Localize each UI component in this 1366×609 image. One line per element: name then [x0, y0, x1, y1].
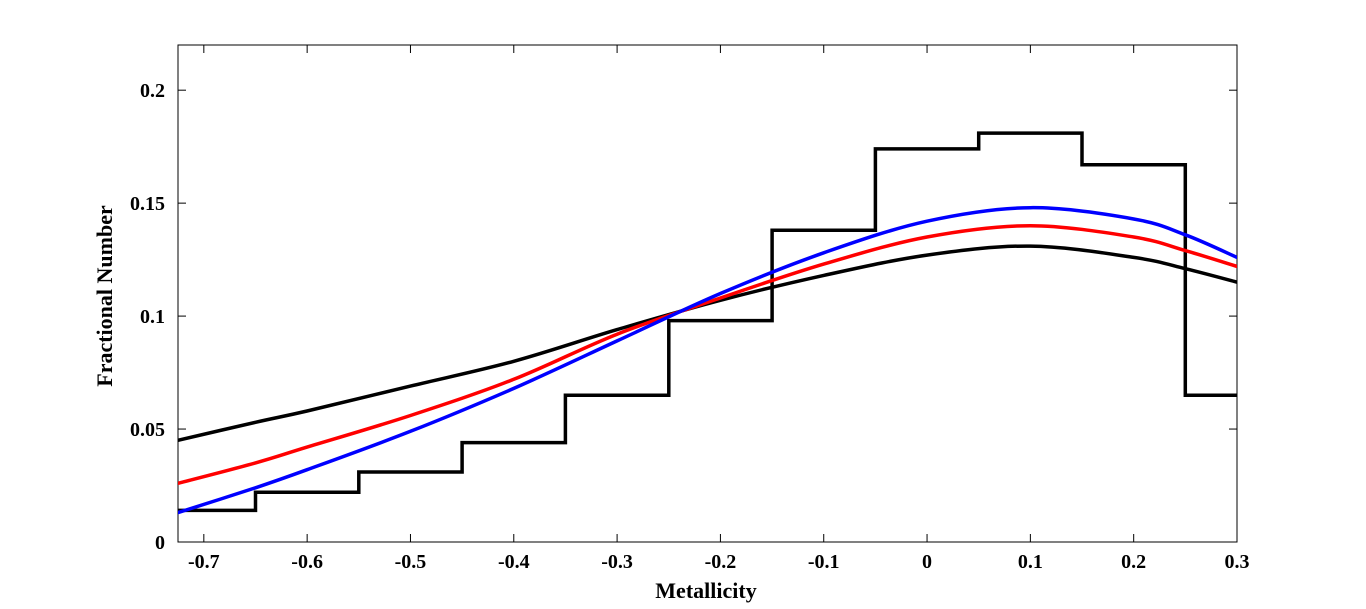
x-tick-label: 0 [922, 551, 932, 573]
x-tick-label: -0.1 [808, 551, 840, 573]
x-tick-label: -0.2 [705, 551, 737, 573]
x-tick-label: -0.6 [291, 551, 323, 573]
x-tick-label: -0.4 [498, 551, 530, 573]
x-tick-label: -0.3 [601, 551, 633, 573]
plot-area [177, 44, 1238, 543]
red-fit-line [178, 223, 1237, 486]
plot-frame [177, 44, 1238, 543]
x-tick-label: 0.3 [1225, 551, 1250, 573]
y-axis-ticks: 0 0.05 0.1 0.15 0.2 [130, 80, 1237, 554]
x-tick-label: -0.7 [188, 551, 220, 573]
x-tick-label: -0.5 [395, 551, 427, 573]
x-tick-label: 0.2 [1121, 551, 1146, 573]
y-tick-label: 0.05 [130, 419, 165, 441]
y-tick-label: 0.1 [140, 306, 165, 328]
x-tick-label: 0.1 [1018, 551, 1043, 573]
y-tick-label: 0 [155, 532, 165, 554]
y-tick-label: 0.15 [130, 193, 165, 215]
y-axis-label: Fractional Number [92, 205, 117, 387]
y-tick-label: 0.2 [140, 80, 165, 102]
plot-series [178, 131, 1237, 515]
black-fit-line [178, 244, 1237, 443]
histogram-steps [178, 131, 1237, 513]
blue-fit-line [178, 205, 1237, 515]
x-axis-ticks: -0.7 -0.6 -0.5 -0.4 -0.3 -0.2 -0.1 0 0.1 0.2 0.3 [188, 45, 1250, 573]
x-axis-label: Metallicity [655, 578, 756, 603]
